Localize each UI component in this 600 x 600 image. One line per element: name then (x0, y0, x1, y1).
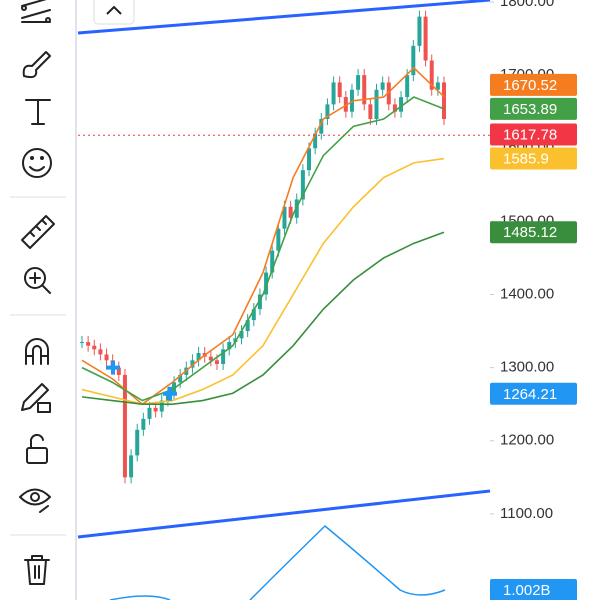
candle (147, 407, 152, 419)
plot (78, 10, 490, 484)
y-tick-label: 1800.00 (500, 0, 554, 10)
candle (405, 75, 410, 98)
price-tag-label: 1264.21 (503, 386, 557, 403)
toolbar (10, 0, 66, 585)
volume-tag (490, 579, 577, 600)
candle (190, 360, 195, 368)
tool-emoji[interactable] (22, 148, 52, 178)
candle (429, 60, 434, 90)
candle (239, 331, 244, 339)
tool-delete[interactable] (24, 555, 50, 585)
candle (399, 97, 404, 112)
price-tag-label: 1485.12 (503, 224, 557, 241)
tool-ruler[interactable] (21, 215, 55, 249)
candle (80, 342, 84, 344)
price-tag-label: 1653.89 (503, 101, 557, 118)
candle (153, 407, 158, 412)
candle (92, 345, 97, 350)
candle (362, 75, 367, 105)
candle (270, 250, 275, 273)
trend-line (77, 489, 491, 539)
candle (276, 228, 281, 251)
moving-average (81, 231, 445, 405)
price-tag-label: 1617.78 (503, 127, 557, 144)
candle (98, 349, 103, 355)
y-tick-label: 1200.00 (500, 432, 554, 449)
candle (325, 104, 330, 119)
candle (386, 82, 391, 105)
price-tag-label: 1585.9 (503, 151, 549, 168)
candle (380, 82, 385, 90)
candle (392, 104, 397, 112)
price-tag (490, 147, 577, 170)
candle (214, 360, 219, 364)
candle (368, 104, 373, 119)
candle (356, 75, 361, 90)
candle (86, 342, 91, 346)
price-tag (490, 97, 577, 120)
candle (442, 82, 446, 119)
candle (343, 97, 348, 112)
price-tag (490, 73, 577, 96)
candle (178, 374, 183, 383)
candle (331, 82, 336, 105)
candle (307, 148, 312, 171)
volume-tag-label: 1.002B (503, 582, 551, 599)
y-tick-label: 1400.00 (500, 285, 554, 302)
candle (116, 367, 121, 375)
candle (122, 374, 127, 478)
candle (129, 455, 134, 478)
candle (221, 349, 226, 364)
price-axis: 1000.001100.001200.001300.001400.001500.… (490, 0, 577, 600)
tool-lock-draw[interactable] (21, 383, 51, 413)
candle (337, 82, 342, 98)
tool-magnet[interactable] (25, 338, 49, 365)
candle (257, 294, 262, 310)
tool-eye[interactable] (19, 488, 51, 513)
candle (313, 133, 318, 149)
moving-average (81, 157, 445, 405)
candle (135, 429, 140, 456)
volume-average (109, 524, 446, 600)
candle (245, 320, 250, 332)
tool-lines[interactable] (21, 0, 51, 23)
candle (251, 309, 256, 321)
candle (227, 342, 232, 350)
candle (141, 418, 146, 430)
cross-marker (163, 386, 177, 401)
tool-text[interactable] (25, 99, 51, 125)
candle (423, 16, 428, 61)
candle (319, 119, 324, 134)
moving-average (81, 66, 445, 406)
candle (300, 170, 305, 200)
candle (208, 356, 213, 361)
price-tag (490, 221, 577, 244)
candle (264, 272, 269, 295)
tool-brush[interactable] (22, 51, 51, 79)
candle (104, 354, 109, 361)
y-tick-label: 1100.00 (500, 505, 553, 522)
candle (417, 16, 422, 46)
candle (374, 89, 379, 119)
price-tag (490, 123, 577, 146)
candle (196, 353, 201, 361)
candle (159, 400, 164, 412)
price-tag-label: 1670.52 (503, 77, 557, 94)
candle (282, 206, 287, 229)
candle (288, 206, 293, 218)
tool-unlock[interactable] (26, 433, 48, 464)
price-tag (490, 382, 577, 405)
candle (411, 45, 416, 76)
cross-marker (106, 360, 120, 375)
volume-area (109, 524, 446, 600)
candle (165, 393, 170, 401)
trend-line (77, 0, 491, 35)
moving-average (81, 96, 445, 402)
y-tick-label: 1300.00 (500, 359, 554, 376)
collapse-button[interactable] (93, 0, 135, 25)
tool-zoom[interactable] (24, 267, 51, 294)
candle (435, 82, 440, 90)
